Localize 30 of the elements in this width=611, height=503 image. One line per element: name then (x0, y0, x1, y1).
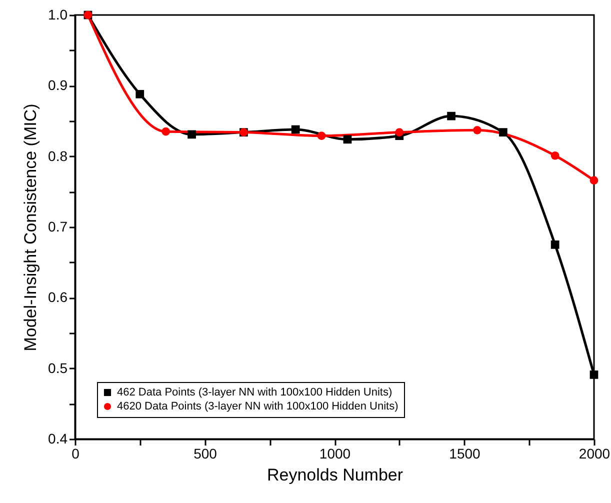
y-tick-label: 0.7 (48, 218, 68, 234)
x-tick-label: 2000 (578, 446, 610, 462)
y-axis-title: Model-Insight Consistence (MIC) (21, 104, 40, 352)
point (291, 125, 300, 134)
point (343, 135, 352, 144)
x-tick-label: 1500 (449, 446, 481, 462)
point (317, 132, 326, 140)
point (590, 370, 598, 379)
y-tick-label: 0.5 (48, 360, 68, 376)
y-tick-label: 0.6 (48, 289, 68, 306)
y-tick-label: 1.0 (48, 6, 68, 22)
x-axis-title: Reynolds Number (266, 466, 404, 484)
point (136, 90, 144, 98)
point (590, 176, 598, 185)
y-tick-label: 0.9 (48, 77, 68, 94)
legend-label: 4620 Data Points (3-layer NN with 100x100 Hidden Units) (117, 400, 398, 412)
x-tick-label: 500 (194, 446, 218, 462)
y-tick-label: 0.4 (48, 430, 68, 446)
y-tick-label: 0.8 (48, 148, 68, 164)
point (498, 128, 508, 136)
point (473, 126, 482, 134)
point (447, 112, 456, 120)
point (550, 151, 560, 160)
point (550, 240, 560, 249)
x-tick-label: 0 (72, 446, 80, 462)
x-tick-label: 1000 (319, 446, 351, 462)
point (188, 130, 196, 139)
point (162, 127, 170, 136)
legend-label: 462 Data Points (3-layer NN with 100x100 Hidden Units) (117, 386, 392, 398)
point (395, 128, 404, 136)
